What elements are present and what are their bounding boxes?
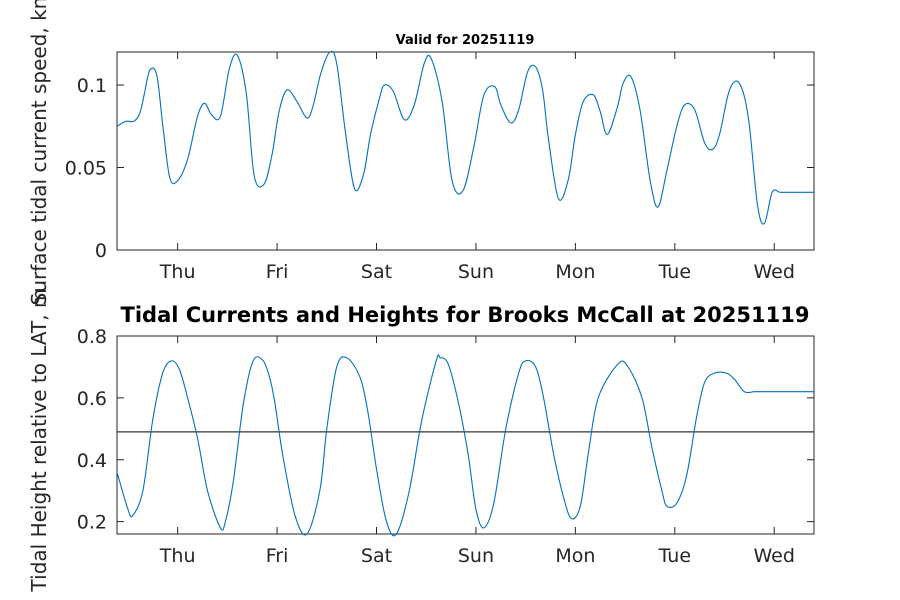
tidal-height-y-axis-label: Tidal Height relative to LAT, m [27, 289, 51, 593]
current-speed-y-ticks: 0 0.05 0.1 [65, 75, 814, 262]
current-speed-x-tick-label: Wed [754, 261, 795, 283]
tidal-height-x-tick-label: Thu [159, 545, 196, 567]
tidal-height-x-tick-label: Sat [361, 545, 392, 567]
current-speed-y-tick-label: 0.05 [65, 158, 107, 180]
tidal-height-x-tick-label: Sun [458, 545, 494, 567]
tidal-height-x-ticks: Thu Fri Sat Sun Mon Tue Wed [159, 336, 795, 567]
tidal-height-chart-title: Tidal Currents and Heights for Brooks Mc… [121, 303, 810, 327]
tidal-height-y-tick-label: 0.4 [77, 450, 107, 472]
tidal-height-chart: 0.2 0.4 0.6 0.8 Thu Fri Sat Sun Mon Tue Wed Tidal… [27, 289, 815, 593]
tidal-height-x-tick-label: Wed [754, 545, 795, 567]
tidal-height-y-tick-label: 0.6 [77, 388, 107, 410]
current-speed-series [116, 50, 814, 225]
current-speed-chart-title: Valid for 20251119 [396, 33, 535, 48]
current-speed-x-tick-label: Tue [658, 261, 691, 283]
tidal-height-series [116, 354, 814, 537]
tidal-height-y-tick-label: 0.8 [77, 326, 107, 348]
current-speed-series-line [116, 50, 814, 225]
tidal-height-x-tick-label: Fri [266, 545, 289, 567]
current-speed-x-tick-label: Thu [159, 261, 196, 283]
tidal-height-y-tick-label: 0.2 [77, 512, 107, 534]
current-speed-chart: 0 0.05 0.1 Thu Fri Sat Sun Mon Tue Wed Valid for… [27, 0, 815, 305]
tidal-height-y-ticks: 0.2 0.4 0.6 0.8 [77, 326, 814, 534]
current-speed-x-tick-label: Fri [266, 261, 289, 283]
tidal-height-plot-area [116, 335, 815, 535]
current-speed-x-tick-label: Sun [458, 261, 494, 283]
tidal-height-x-tick-label: Mon [555, 545, 595, 567]
current-speed-x-tick-label: Sat [361, 261, 392, 283]
current-speed-y-tick-label: 0.1 [77, 75, 107, 97]
tidal-height-x-tick-label: Tue [658, 545, 691, 567]
current-speed-y-axis-label: Surface tidal current speed, kn [27, 0, 51, 305]
current-speed-y-tick-label: 0 [95, 240, 107, 262]
current-speed-x-ticks: Thu Fri Sat Sun Mon Tue Wed [159, 52, 795, 283]
tidal-height-series-line [116, 354, 814, 537]
current-speed-x-tick-label: Mon [555, 261, 595, 283]
current-speed-plot-area [116, 51, 815, 251]
